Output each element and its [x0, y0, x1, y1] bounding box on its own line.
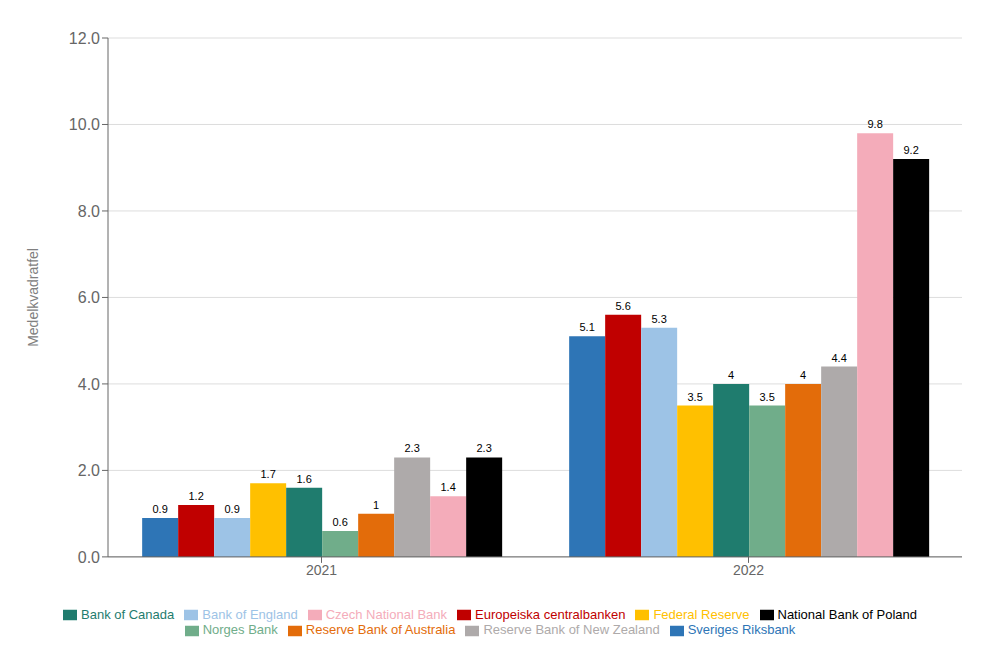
svg-text:1.2: 1.2 [189, 490, 204, 502]
svg-text:2.3: 2.3 [405, 442, 420, 454]
svg-text:0.6: 0.6 [333, 516, 348, 528]
svg-text:3.5: 3.5 [760, 391, 775, 403]
html-text:Reserve Bank of New Zealand: Reserve Bank of New Zealand [483, 622, 660, 638]
html-text:Bank of Canada: Bank of Canada [81, 606, 175, 622]
svg-text:3.5: 3.5 [688, 391, 703, 403]
svg-text:5.1: 5.1 [580, 321, 595, 333]
svg-text:0.9: 0.9 [225, 503, 240, 515]
svg-text:9.8: 9.8 [868, 118, 883, 130]
svg-text:4: 4 [728, 369, 734, 381]
svg-text:5.6: 5.6 [616, 300, 631, 312]
svg-text:8.0: 8.0 [78, 203, 100, 220]
svg-text:0.9: 0.9 [153, 503, 168, 515]
html-text:Norges Bank: Norges Bank [202, 622, 278, 638]
html-text:Reserve Bank of Australia: Reserve Bank of Australia [305, 622, 456, 638]
svg-text:9.2: 9.2 [904, 144, 919, 156]
svg-text:0.0: 0.0 [78, 549, 100, 566]
svg-text:2022: 2022 [733, 562, 764, 578]
svg-text:1.6: 1.6 [297, 473, 312, 485]
html-text:Sveriges Riksbank: Sveriges Riksbank [687, 622, 796, 638]
html-text:Federal Reserve: Federal Reserve [653, 606, 750, 622]
svg-text:2021: 2021 [306, 562, 337, 578]
svg-text:4.4: 4.4 [832, 352, 847, 364]
svg-text:Medelkvadratfel: Medelkvadratfel [25, 248, 41, 347]
html-text:Czech National Bank: Czech National Bank [325, 606, 448, 622]
svg-text:1: 1 [373, 499, 379, 511]
svg-text:1.7: 1.7 [261, 468, 276, 480]
html-text:Bank of England: Bank of England [202, 606, 298, 622]
svg-text:1.4: 1.4 [441, 481, 456, 493]
svg-text:10.0: 10.0 [69, 116, 100, 133]
html-text:National Bank of Poland: National Bank of Poland [777, 606, 917, 622]
svg-text:5.3: 5.3 [652, 313, 667, 325]
svg-text:6.0: 6.0 [78, 289, 100, 306]
svg-text:4: 4 [800, 369, 806, 381]
html-text:Europeiska centralbanken: Europeiska centralbanken [475, 606, 626, 622]
svg-text:4.0: 4.0 [78, 376, 100, 393]
svg-text:2.3: 2.3 [477, 442, 492, 454]
svg-text:2.0: 2.0 [78, 462, 100, 479]
svg-text:12.0: 12.0 [69, 30, 100, 47]
